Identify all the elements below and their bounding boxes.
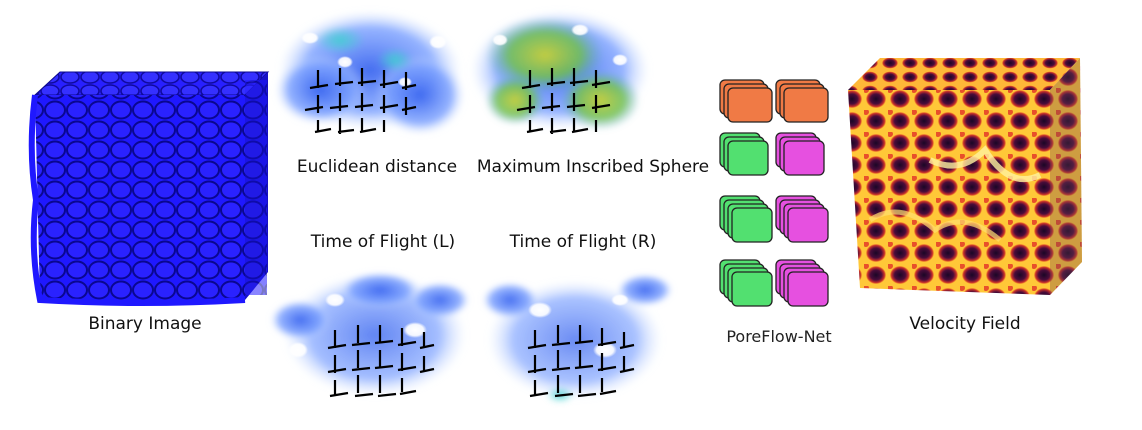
network-layer-stack-green-1 <box>719 132 769 176</box>
binary-image-label: Binary Image <box>88 314 201 334</box>
time-of-flight-right-field <box>482 274 673 403</box>
poreflow-net-label: PoreFlow-Net <box>726 327 831 346</box>
euclidean-distance-label: Euclidean distance <box>297 157 457 177</box>
time-of-flight-left-field <box>270 272 470 397</box>
grid-overlay-tof-r <box>527 325 635 398</box>
grid-overlay-euclidean <box>304 68 417 134</box>
euclidean-distance-field <box>275 10 465 135</box>
grid-overlay-tof-l <box>327 325 435 398</box>
network-layer-stack-green-2 <box>719 195 773 243</box>
network-layer-stack-magenta-2 <box>775 195 829 243</box>
binary-image-cube <box>28 71 270 306</box>
poreflow-net-diagram <box>719 79 829 307</box>
max-inscribed-sphere-label: Maximum Inscribed Sphere <box>477 157 709 177</box>
velocity-field-label: Velocity Field <box>909 314 1020 334</box>
time-of-flight-l-label: Time of Flight (L) <box>310 232 455 252</box>
max-inscribed-sphere-field <box>470 10 650 130</box>
network-layer-stack-magenta-1 <box>775 132 825 176</box>
time-of-flight-r-label: Time of Flight (R) <box>509 232 657 252</box>
grid-overlay-msphere <box>516 68 611 134</box>
network-layer-stack-magenta-3 <box>775 259 829 307</box>
network-layer-stack-orange-left <box>719 79 773 123</box>
velocity-field-cube <box>848 58 1082 295</box>
network-layer-stack-green-3 <box>719 259 773 307</box>
network-layer-stack-orange-right <box>775 79 829 123</box>
